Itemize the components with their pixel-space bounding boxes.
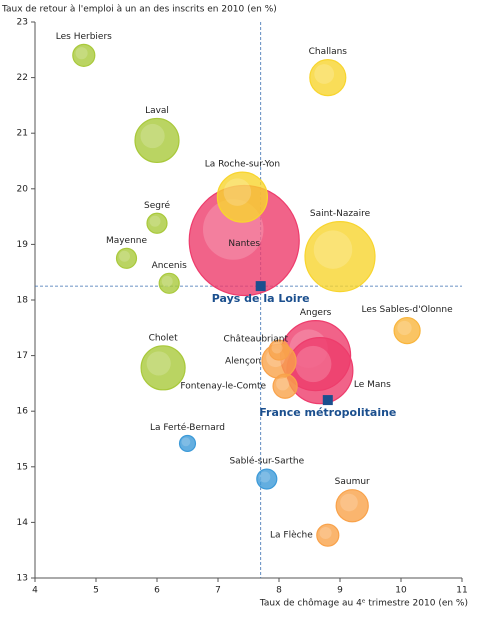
bubble-label: Fontenay-le-Comte (180, 382, 266, 392)
y-tick-label: 22 (17, 73, 28, 83)
bubble-highlight (313, 230, 353, 269)
bubble-highlight (319, 526, 332, 540)
bubble-highlight (161, 275, 173, 287)
bubble-label: Nantes (228, 239, 260, 249)
bubble-label: Cholet (149, 333, 179, 343)
x-tick-label: 4 (32, 586, 38, 596)
bubble (72, 43, 96, 67)
bubble (304, 221, 376, 293)
y-tick-label: 13 (17, 574, 28, 584)
x-tick-label: 10 (395, 586, 407, 596)
bubble-label: Saint-Nazaire (310, 209, 371, 219)
bubble-label: Le Mans (354, 380, 391, 390)
y-tick-label: 16 (17, 407, 29, 417)
bubble (272, 373, 298, 399)
reference-label: Pays de la Loire (212, 292, 310, 305)
bubble (146, 212, 168, 234)
bubble-label: Châteaubriant (224, 335, 289, 345)
bubble-highlight (295, 345, 332, 383)
x-axis-title: Taux de chômage au 4ᵉ trimestre 2010 (en… (259, 598, 468, 609)
x-tick-label: 8 (276, 586, 282, 596)
bubble (115, 247, 138, 269)
bubble (216, 171, 269, 223)
bubble-label: Ancenis (152, 261, 188, 271)
bubble (393, 316, 421, 345)
bubble-highlight (181, 437, 191, 447)
bubble (335, 489, 369, 523)
bubble-highlight (75, 47, 88, 60)
bubble-label: Sablé-sur-Sarthe (229, 456, 304, 467)
y-tick-label: 14 (17, 518, 29, 528)
bubble-highlight (276, 377, 290, 391)
bubble (178, 434, 197, 453)
x-tick-label: 5 (93, 586, 99, 596)
reference-label: France métropolitaine (259, 406, 396, 419)
bubble (140, 345, 186, 391)
y-tick-label: 18 (17, 296, 29, 306)
bubble-label: Mayenne (106, 236, 148, 246)
bubble-label: La Roche-sur-Yon (205, 160, 280, 170)
x-tick-label: 7 (215, 586, 221, 596)
y-tick-label: 21 (17, 129, 28, 139)
bubble (316, 523, 340, 547)
bubble-label: Laval (145, 106, 169, 116)
y-tick-label: 17 (17, 351, 28, 361)
x-tick-label: 11 (456, 586, 467, 596)
reference-marker (255, 281, 266, 292)
bubble-highlight (259, 471, 271, 483)
bubble-label: Challans (309, 47, 348, 57)
bubble (309, 59, 347, 97)
bubble-label: Les Herbiers (56, 32, 112, 42)
y-tick-label: 15 (17, 462, 28, 472)
bubble-highlight (397, 320, 412, 336)
bubble-highlight (140, 123, 165, 149)
bubble-label: Saumur (335, 477, 370, 487)
bubble-label: La Flèche (270, 530, 313, 541)
y-tick-label: 20 (17, 184, 29, 194)
x-tick-label: 6 (154, 586, 160, 596)
reference-marker (322, 395, 333, 406)
bubble (134, 117, 180, 164)
bubble-label: Angers (300, 308, 332, 318)
bubble-highlight (271, 342, 283, 354)
bubble-label: La Ferté-Bernard (150, 422, 225, 433)
bubble-highlight (314, 64, 335, 84)
y-tick-label: 23 (17, 18, 28, 28)
bubble-highlight (149, 215, 161, 227)
bubble (256, 468, 278, 490)
bubble-label: Les Sables-d'Olonne (362, 305, 454, 315)
bubble-highlight (340, 493, 358, 512)
bubble (268, 339, 290, 361)
y-axis-title: Taux de retour à l'emploi à un an des in… (1, 5, 277, 15)
bubble (158, 272, 180, 294)
bubble-highlight (223, 178, 252, 206)
bubble-label: Alençon (225, 357, 261, 367)
x-tick-label: 9 (337, 586, 343, 596)
bubble-highlight (119, 250, 130, 262)
bubble-highlight (146, 351, 171, 376)
y-tick-label: 19 (17, 240, 29, 250)
bubble-label: Segré (144, 200, 170, 211)
